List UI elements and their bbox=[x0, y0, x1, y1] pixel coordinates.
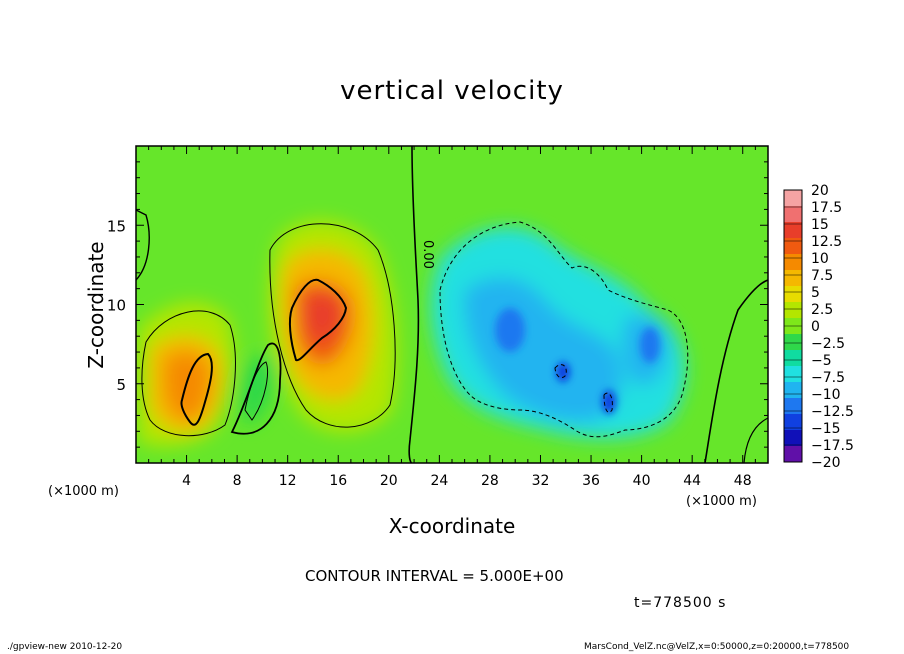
x-tick-label: 8 bbox=[233, 473, 242, 489]
colorbar-swatch bbox=[784, 206, 802, 223]
colorbar-swatch bbox=[784, 190, 802, 207]
contour-label: 0.00 bbox=[420, 240, 435, 269]
colorbar-label: −5 bbox=[811, 353, 832, 369]
colorbar-label: 7.5 bbox=[811, 268, 833, 284]
x-axis-label: X-coordinate bbox=[388, 514, 516, 538]
colorbar-label: 15 bbox=[811, 217, 829, 233]
contour-lines bbox=[136, 146, 768, 463]
colorbar-swatch bbox=[784, 254, 802, 271]
colorbar-label: −10 bbox=[811, 387, 841, 403]
colorbar-swatch bbox=[784, 222, 802, 239]
x-tick-label: 40 bbox=[633, 473, 651, 489]
colorbar-label: 0 bbox=[811, 319, 820, 335]
x-tick-label: 44 bbox=[683, 473, 701, 489]
footer-right: MarsCond_VelZ.nc@VelZ,x=0:50000,z=0:2000… bbox=[584, 642, 850, 652]
colorbar-swatch bbox=[784, 334, 802, 351]
y-tick-label: 5 bbox=[116, 376, 126, 394]
colorbar-swatch bbox=[784, 414, 802, 431]
colorbar-swatch bbox=[784, 270, 802, 287]
colorbar-swatch bbox=[784, 238, 802, 255]
x-tick-label: 36 bbox=[582, 473, 600, 489]
negative-contours bbox=[439, 221, 689, 438]
colorbar-label: 17.5 bbox=[811, 200, 842, 216]
colorbar-label: 2.5 bbox=[811, 302, 833, 318]
x-tick-label: 28 bbox=[481, 473, 499, 489]
x-tick-label: 24 bbox=[430, 473, 448, 489]
y-ticks: 5 10 15 bbox=[107, 161, 768, 448]
x-tick-label: 16 bbox=[329, 473, 347, 489]
colorbar-label: 20 bbox=[811, 183, 829, 199]
colorbar-swatch bbox=[784, 366, 802, 383]
colorbar-label: −20 bbox=[811, 455, 841, 471]
colorbar-swatch bbox=[784, 302, 802, 319]
y-tick-label: 10 bbox=[107, 297, 126, 315]
x-tick-label: 20 bbox=[380, 473, 398, 489]
colorbar-swatch bbox=[784, 398, 802, 415]
heatmap-field: 0.00 bbox=[136, 146, 768, 463]
x-tick-label: 48 bbox=[734, 473, 752, 489]
colorbar-label: −15 bbox=[811, 421, 841, 437]
colorbar: 2017.51512.5107.552.50−2.5−5−7.5−10−12.5… bbox=[783, 183, 854, 471]
colorbar-swatch bbox=[784, 446, 802, 463]
colorbar-label: −17.5 bbox=[811, 438, 854, 454]
time-label: t=778500 s bbox=[634, 595, 727, 611]
x-unit-label: (×1000 m) bbox=[686, 494, 757, 509]
colorbar-label: −7.5 bbox=[811, 370, 845, 386]
x-tick-label: 4 bbox=[182, 473, 191, 489]
z-unit-label: (×1000 m) bbox=[48, 484, 119, 499]
colorbar-label: 12.5 bbox=[811, 234, 842, 250]
colorbar-label: 10 bbox=[811, 251, 829, 267]
colorbar-swatch bbox=[784, 350, 802, 367]
colorbar-label: −2.5 bbox=[811, 336, 845, 352]
x-tick-label: 12 bbox=[279, 473, 297, 489]
colorbar-label: 5 bbox=[811, 285, 820, 301]
chart-title: vertical velocity bbox=[340, 76, 564, 106]
footer-left: ./gpview-new 2010-12-20 bbox=[7, 642, 123, 652]
colorbar-label: −12.5 bbox=[811, 404, 854, 420]
x-ticks: 4 8 12 16 20 24 28 32 36 40 44 48 bbox=[148, 146, 756, 489]
colorbar-swatch bbox=[784, 430, 802, 447]
y-tick-label: 15 bbox=[107, 217, 126, 235]
colorbar-swatch bbox=[784, 382, 802, 399]
contour-interval-label: CONTOUR INTERVAL = 5.000E+00 bbox=[305, 567, 564, 585]
colorbar-swatch bbox=[784, 286, 802, 303]
x-tick-label: 32 bbox=[532, 473, 550, 489]
